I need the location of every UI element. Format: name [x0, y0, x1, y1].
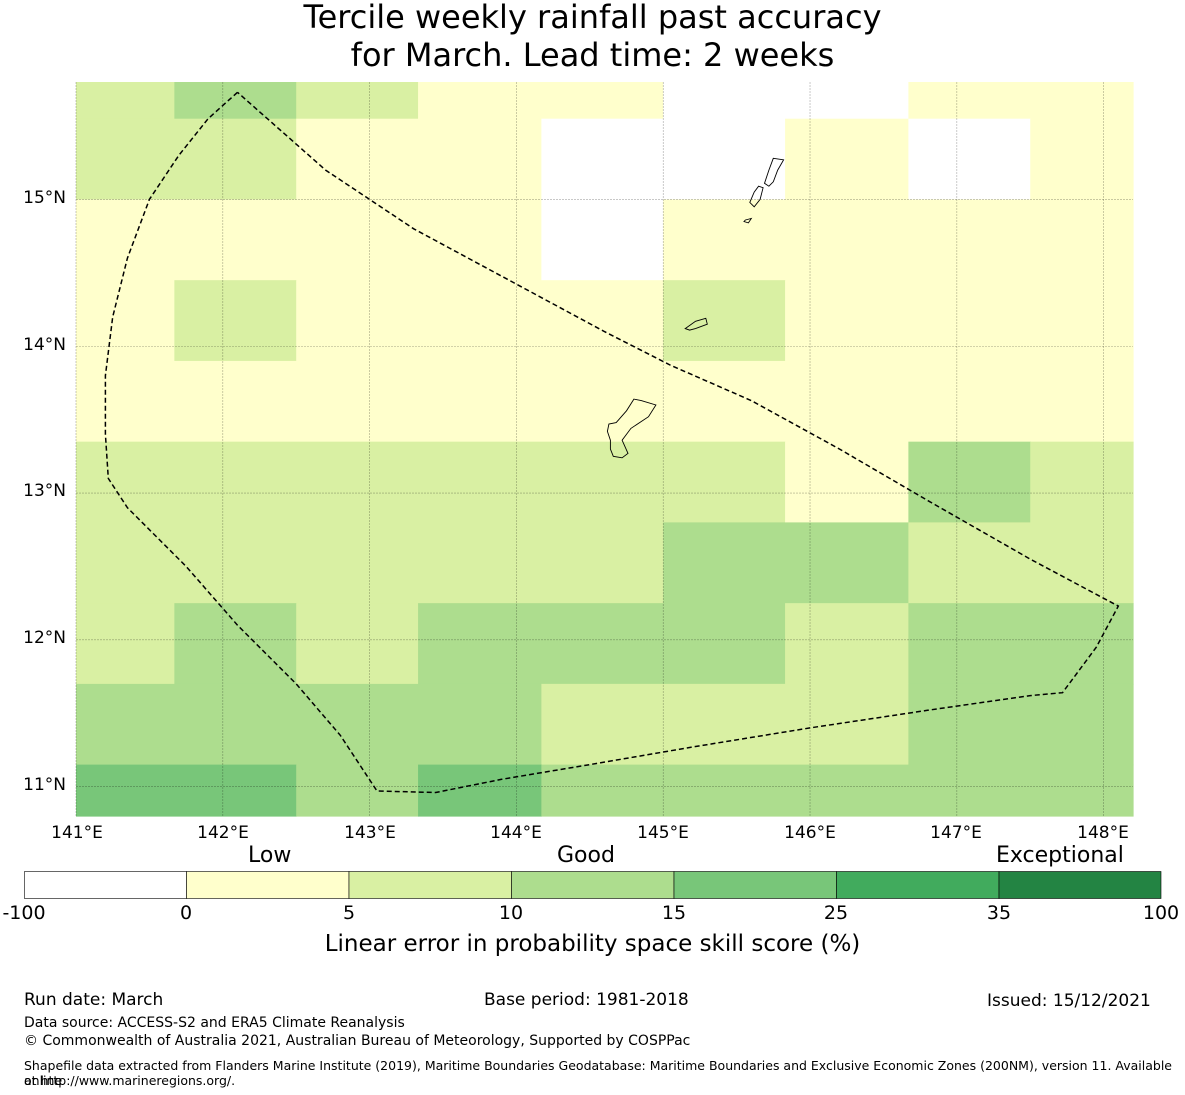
lat-tick-12n: 12°N [23, 628, 66, 648]
lon-tick-146e: 146°E [784, 823, 836, 843]
skill-cell [418, 603, 786, 685]
skill-cell [541, 764, 1134, 817]
skill-cell [908, 118, 1031, 201]
lat-tick-13n: 13°N [23, 481, 66, 501]
lon-tick-147e: 147°E [930, 823, 982, 843]
skill-cell [296, 764, 419, 817]
skill-cell [663, 280, 786, 362]
skill-cell [785, 280, 1134, 362]
issued-date: Issued: 15/12/2021 [987, 991, 1151, 1011]
skill-cell [174, 280, 297, 362]
lon-tick-142e: 142°E [197, 823, 249, 843]
colorbar-segment-35-100 [998, 871, 1162, 899]
skill-cell [541, 199, 664, 281]
skill-cell [418, 82, 664, 120]
island-outline [684, 317, 708, 331]
skill-cell [296, 118, 542, 201]
skill-cell [296, 82, 419, 120]
skill-cell [908, 603, 1134, 685]
colorbar-category-good: Good [557, 843, 615, 868]
skill-cell [908, 522, 1134, 604]
skill-cell [908, 683, 1134, 766]
lat-tick-14n: 14°N [23, 335, 66, 355]
skill-cell [76, 360, 1134, 443]
data-source: Data source: ACCESS-S2 and ERA5 Climate … [24, 1015, 405, 1031]
island-outline [606, 398, 657, 459]
colorbar-tick-0: 0 [179, 902, 193, 924]
lon-tick-144e: 144°E [490, 823, 542, 843]
skill-cell [663, 522, 909, 604]
skill-cell [76, 118, 297, 201]
colorbar-segment-0-5 [186, 871, 350, 899]
colorbar-segment-25-35 [836, 871, 1000, 899]
map-title-line-1: Tercile weekly rainfall past accuracy [303, 0, 882, 36]
skill-cell [541, 683, 909, 766]
colorbar-category-low: Low [248, 843, 292, 868]
skill-cell [76, 199, 542, 281]
lon-tick-143e: 143°E [344, 823, 396, 843]
skill-cell [296, 603, 419, 685]
skill-cell [76, 441, 786, 523]
copyright: © Commonwealth of Australia 2021, Austra… [24, 1033, 691, 1049]
skill-cell [76, 764, 297, 817]
skill-cell [908, 441, 1031, 523]
skill-cell [663, 199, 1134, 281]
colorbar-tick-100: 100 [1142, 902, 1180, 924]
skill-cell [76, 280, 175, 362]
skill-cell [908, 82, 1134, 120]
lat-tick-15n: 15°N [23, 188, 66, 208]
skill-cell [1030, 441, 1134, 523]
skill-cell [76, 603, 175, 685]
colorbar-tick-35: 35 [986, 902, 1012, 924]
colorbar-tick-5: 5 [342, 902, 356, 924]
skill-cell [785, 441, 909, 523]
lon-tick-145e: 145°E [637, 823, 689, 843]
skill-cell [541, 118, 786, 201]
island-outline [743, 217, 753, 224]
colorbar-label: Linear error in probability space skill … [324, 931, 861, 957]
skill-cell [76, 82, 175, 120]
skill-cell [174, 603, 297, 685]
skill-cell [296, 280, 664, 362]
colorbar-tick-minus100: -100 [2, 902, 46, 924]
colorbar [24, 871, 1162, 899]
map-title-line-2: for March. Lead time: 2 weeks [350, 36, 835, 74]
colorbar-segment-15-25 [673, 871, 837, 899]
lon-tick-141e: 141°E [51, 823, 103, 843]
skill-cell [785, 603, 909, 685]
shapefile-credit-line-1: Shapefile data extracted from Flanders M… [24, 1058, 1172, 1088]
skill-cell [76, 683, 542, 766]
skill-cell [785, 118, 909, 201]
base-period: Base period: 1981-2018 [484, 990, 689, 1010]
colorbar-tick-25: 25 [823, 902, 849, 924]
island-outline [763, 157, 785, 187]
colorbar-tick-15: 15 [661, 902, 687, 924]
colorbar-segment-10-15 [511, 871, 675, 899]
skill-cell [1030, 118, 1134, 201]
skill-cell [174, 82, 297, 120]
shapefile-credit-line-2: at http://www.marineregions.org/. [24, 1073, 236, 1088]
skill-cell [418, 764, 542, 817]
lat-tick-11n: 11°N [23, 775, 66, 795]
island-outline [749, 185, 764, 208]
lon-tick-148e: 148°E [1077, 823, 1129, 843]
colorbar-segment-5-10 [348, 871, 512, 899]
colorbar-tick-10: 10 [498, 902, 524, 924]
run-date: Run date: March [24, 990, 164, 1010]
skill-cell [663, 82, 909, 120]
colorbar-segment-lt0 [24, 871, 187, 899]
colorbar-category-exceptional: Exceptional [996, 843, 1124, 868]
skill-cell [76, 522, 664, 604]
